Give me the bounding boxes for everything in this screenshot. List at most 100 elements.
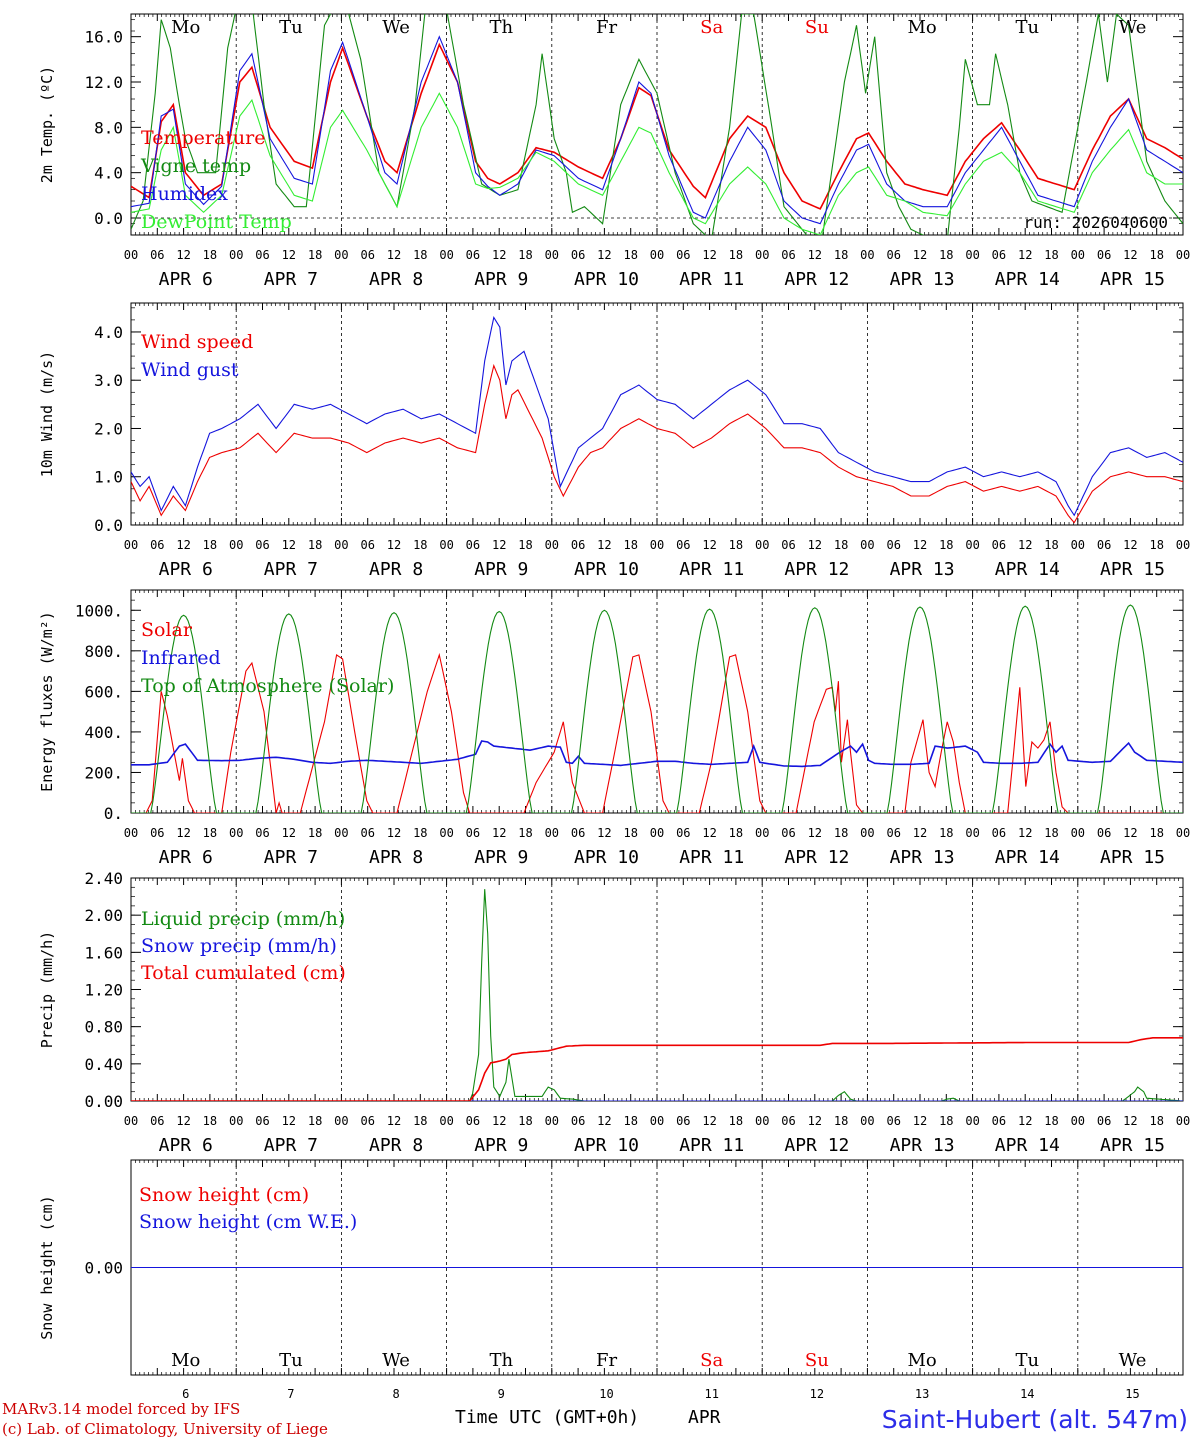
hour-tick-label: 00 <box>124 1114 138 1128</box>
hour-tick-label: 12 <box>913 538 927 552</box>
series-line-humidex <box>131 35 1183 225</box>
date-label: APR 6 <box>159 1135 213 1156</box>
weekday-label: Tu <box>1015 1350 1039 1371</box>
day-number-label: 6 <box>182 1387 189 1401</box>
weekday-label: Mo <box>907 1350 936 1371</box>
date-label: APR 7 <box>264 1135 318 1156</box>
hour-tick-label: 18 <box>939 538 953 552</box>
hour-tick-label: 06 <box>150 248 164 262</box>
hour-tick-label: 06 <box>571 248 585 262</box>
y-tick-label: 1000. <box>75 601 123 620</box>
date-label: APR 10 <box>574 1135 639 1156</box>
hour-tick-label: 12 <box>702 538 716 552</box>
series-line-wind-speed <box>131 363 1183 524</box>
panel-energy: 00 06 12 18 00 06 12 18 00 06 12 18 00 06 12 18 00 06 12 18… <box>38 589 1190 868</box>
hour-tick-label: 18 <box>1044 538 1058 552</box>
hour-tick-label: 06 <box>571 826 585 840</box>
day-number-label: 14 <box>1020 1387 1034 1401</box>
hour-tick-label: 06 <box>360 1114 374 1128</box>
date-label: APR 12 <box>784 1135 849 1156</box>
hour-tick-label: 00 <box>545 538 559 552</box>
hour-tick-label: 00 <box>965 538 979 552</box>
y-tick-label: 1.0 <box>94 468 123 487</box>
hour-tick-label: 18 <box>1044 1114 1058 1128</box>
weekday-label: Mo <box>171 1350 200 1371</box>
hour-tick-label: 12 <box>176 248 190 262</box>
y-tick-label: 2.00 <box>84 906 123 925</box>
date-label: APR 6 <box>159 559 213 580</box>
hour-tick-label: 00 <box>860 538 874 552</box>
y-tick-label: 3.0 <box>94 371 123 390</box>
hour-tick-label: 18 <box>518 538 532 552</box>
hour-tick-label: 18 <box>203 248 217 262</box>
date-label: APR 14 <box>995 847 1060 868</box>
weekday-label: Su <box>805 17 829 38</box>
hour-tick-label: 12 <box>913 1114 927 1128</box>
legend-entry: Liquid precip (mm/h) <box>141 908 345 930</box>
hour-tick-label: 00 <box>334 826 348 840</box>
hour-tick-label: 18 <box>834 248 848 262</box>
legend-entry: Vigne temp <box>140 155 251 177</box>
hour-tick-label: 18 <box>1149 826 1163 840</box>
y-tick-label: 12.0 <box>84 73 123 92</box>
series-line-top-of-atmosphere-solar- <box>131 604 1183 813</box>
y-tick-label: 0. <box>104 804 123 823</box>
hour-tick-label: 00 <box>229 1114 243 1128</box>
legend-entry: Solar <box>141 619 193 641</box>
station-title: Saint-Hubert (alt. 547m) <box>882 1405 1188 1434</box>
hour-tick-label: 12 <box>1018 248 1032 262</box>
y-tick-label: 0.00 <box>84 1092 123 1111</box>
date-label: APR 8 <box>369 847 423 868</box>
legend-entry: Wind gust <box>141 359 239 381</box>
hour-tick-label: 12 <box>1018 826 1032 840</box>
hour-tick-label: 12 <box>492 1114 506 1128</box>
hour-tick-label: 00 <box>755 538 769 552</box>
hour-tick-label: 00 <box>439 1114 453 1128</box>
date-label: APR 11 <box>679 269 744 290</box>
hour-tick-label: 00 <box>1176 538 1190 552</box>
hour-tick-label: 06 <box>360 826 374 840</box>
hour-tick-label: 18 <box>834 1114 848 1128</box>
hour-tick-label: 00 <box>1071 1114 1085 1128</box>
weekday-label: We <box>1119 17 1147 38</box>
hour-tick-label: 12 <box>282 826 296 840</box>
hour-tick-label: 00 <box>1071 248 1085 262</box>
date-label: APR 6 <box>159 847 213 868</box>
date-label: APR 7 <box>264 269 318 290</box>
hour-tick-label: 12 <box>1018 538 1032 552</box>
day-number-label: 11 <box>704 1387 718 1401</box>
y-tick-label: 8.0 <box>94 118 123 137</box>
hour-tick-label: 12 <box>1018 1114 1032 1128</box>
hour-tick-label: 18 <box>729 826 743 840</box>
hour-tick-label: 12 <box>808 248 822 262</box>
hour-tick-label: 12 <box>492 826 506 840</box>
panel-precip: 00 06 12 18 00 06 12 18 00 06 12 18 00 06 12 18 00 06 12 18… <box>38 869 1190 1156</box>
y-tick-label: 0.80 <box>84 1018 123 1037</box>
legend-entry: Infrared <box>141 647 221 669</box>
y-axis-label: 2m Temp. (ºC) <box>38 66 56 183</box>
hour-tick-label: 00 <box>545 826 559 840</box>
legend-entry: Snow precip (mm/h) <box>141 935 337 957</box>
date-label: APR 10 <box>574 559 639 580</box>
day-number-label: 7 <box>287 1387 294 1401</box>
hour-tick-label: 06 <box>1097 1114 1111 1128</box>
hour-tick-label: 12 <box>492 538 506 552</box>
hour-tick-label: 00 <box>124 826 138 840</box>
hour-tick-label: 06 <box>150 1114 164 1128</box>
hour-tick-label: 12 <box>176 538 190 552</box>
hour-tick-label: 00 <box>124 538 138 552</box>
hour-tick-label: 12 <box>702 826 716 840</box>
legend-entry: Total cumulated (cm) <box>141 962 346 984</box>
hour-tick-label: 12 <box>913 826 927 840</box>
hour-tick-label: 06 <box>466 1114 480 1128</box>
run-label: run: 2026040600 <box>1024 213 1169 232</box>
date-label: APR 9 <box>474 559 528 580</box>
hour-tick-label: 12 <box>808 826 822 840</box>
hour-tick-label: 18 <box>203 538 217 552</box>
lab-credit: (c) Lab. of Climatology, University of L… <box>2 1420 328 1438</box>
hour-tick-label: 06 <box>992 1114 1006 1128</box>
weekday-label: Sa <box>700 1350 723 1371</box>
hour-tick-label: 06 <box>255 538 269 552</box>
hour-tick-label: 12 <box>387 248 401 262</box>
